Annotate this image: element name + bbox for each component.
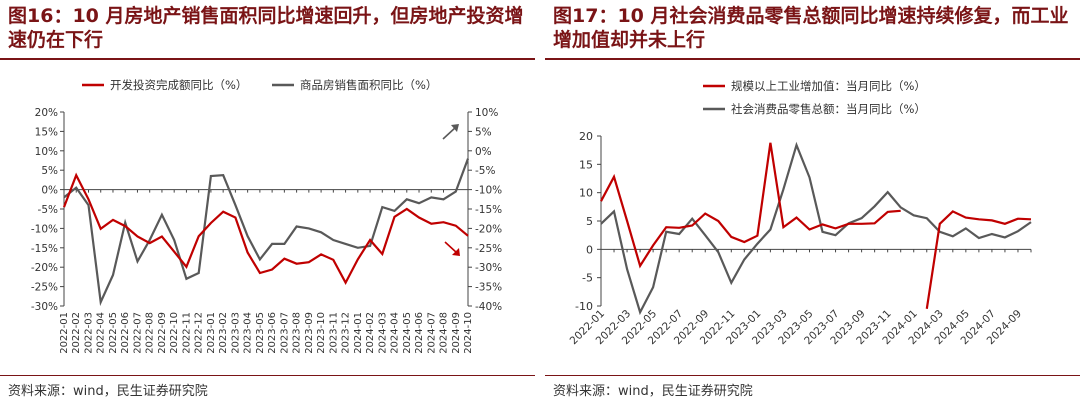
left-y-tick-label: 0% — [41, 185, 58, 197]
x-tick-label: 2022-05 — [108, 312, 119, 354]
right-y-tick-label: -35% — [475, 282, 502, 294]
source-divider — [0, 375, 535, 376]
down-arrow-red-shaft — [444, 241, 458, 254]
x-tick-label: 2024-10 — [463, 312, 474, 354]
x-tick-label: 2023-09 — [304, 312, 315, 354]
down-arrow-red-head — [452, 248, 460, 256]
investment-line — [62, 172, 469, 286]
x-tick-label: 2022-06 — [120, 312, 131, 354]
source-divider — [545, 375, 1080, 376]
sales-area-line — [63, 158, 470, 307]
right-y-tick-label: -25% — [475, 243, 502, 255]
right-y-tick-label: 10% — [475, 107, 498, 119]
up-arrow-gray-head — [451, 124, 459, 132]
right-y-tick-label: -10% — [475, 185, 502, 197]
x-tick-label: 2024-03 — [377, 312, 388, 354]
consumption-industry-chart: 规模以上工业增加值：当月同比（%） 社会消费品零售总额：当月同比（%） 20 15 10… — [568, 79, 1032, 347]
y-tick-label: 10 — [579, 187, 593, 200]
y-tick-label: 20 — [579, 130, 593, 143]
left-y-tick-label: 20% — [35, 107, 58, 119]
right-y-tick-label: 5% — [475, 126, 492, 138]
x-tick-label: 2023-01 — [206, 312, 217, 354]
figure-17-source: 资料来源：wind，民生证券研究院 — [553, 384, 753, 399]
left-figure-panel: 图16：10 月房地产销售面积同比增速回升，但房地产投资增速仍在下行 开发投资完… — [0, 0, 535, 405]
x-tick-label: 2023-12 — [341, 312, 352, 354]
left-y-tick-label: -25% — [31, 282, 58, 294]
y-tick-label: -10 — [575, 300, 593, 313]
x-tick-label: 2023-03 — [230, 312, 241, 354]
x-tick-label: 2023-08 — [292, 312, 303, 354]
x-tick-label: 2024-07 — [426, 312, 437, 354]
right-y-tick-label: -40% — [475, 301, 502, 313]
x-tick-label: 2024-05 — [402, 312, 413, 354]
sales-area-legend-label: 商品房销售面积同比（%） — [300, 78, 437, 92]
x-tick-label: 2024-01 — [353, 312, 364, 354]
x-tick-label: 2022-11 — [181, 312, 192, 354]
x-tick-label: 2024-04 — [390, 312, 401, 354]
left-y-tick-label: 5% — [41, 165, 58, 177]
title-divider — [0, 58, 535, 60]
investment-legend-label: 开发投资完成额同比（%） — [110, 78, 247, 92]
figure-16-title: 图16：10 月房地产销售面积同比增速回升，但房地产投资增速仍在下行 — [8, 5, 524, 51]
x-tick-label: 2023-04 — [243, 312, 254, 354]
y-tick-label: 5 — [586, 215, 593, 228]
title-divider — [545, 58, 1080, 60]
x-tick-label: 2022-10 — [169, 312, 180, 354]
retail-sales-line — [600, 141, 1032, 316]
industrial-output-line — [600, 142, 1032, 309]
right-y-tick-label: -20% — [475, 223, 502, 235]
x-tick-label: 2022-09 — [157, 312, 168, 354]
y-tick-label: -5 — [582, 272, 593, 285]
y-tick-label: 0 — [586, 243, 593, 256]
right-y-tick-label: -30% — [475, 262, 502, 274]
industrial-legend-label: 规模以上工业增加值：当月同比（%） — [731, 79, 926, 93]
x-tick-label: 2023-06 — [267, 312, 278, 354]
up-arrow-gray-shaft — [442, 126, 457, 140]
right-y-tick-label: 0% — [475, 146, 492, 158]
x-tick-label: 2022-08 — [145, 312, 156, 354]
y-tick-label: 15 — [579, 158, 593, 171]
x-tick-label: 2024-02 — [365, 312, 376, 354]
left-y-tick-label: -5% — [38, 204, 58, 216]
left-y-tick-label: 15% — [35, 126, 58, 138]
figure-16-source: 资料来源：wind，民生证券研究院 — [8, 384, 208, 399]
x-tick-label: 2022-01 — [59, 312, 70, 354]
x-tick-label: 2023-07 — [279, 312, 290, 354]
left-y-tick-label: -30% — [31, 301, 58, 313]
left-y-tick-label: 10% — [35, 146, 58, 158]
x-tick-label: 2023-02 — [218, 312, 229, 354]
right-y-tick-label: -5% — [475, 165, 495, 177]
x-tick-label: 2022-03 — [83, 312, 94, 354]
x-tick-label: 2022-07 — [132, 312, 143, 354]
left-y-tick-label: -20% — [31, 262, 58, 274]
right-figure-panel: 图17：10 月社会消费品零售总额同比增速持续修复，而工业增加值却并未上行 规模… — [545, 0, 1080, 405]
x-tick-label: 2022-02 — [71, 312, 82, 354]
retail-sales-legend-label: 社会消费品零售总额：当月同比（%） — [731, 102, 926, 116]
x-tick-label: 2022-04 — [96, 312, 107, 354]
x-tick-label: 2022-12 — [194, 312, 205, 354]
x-tick-label: 2023-05 — [255, 312, 266, 354]
real-estate-chart: 开发投资完成额同比（%） 商品房销售面积同比（%） 20% 15% 10% 5% 0% -5%… — [31, 78, 502, 354]
x-tick-label: 2024-06 — [414, 312, 425, 354]
left-y-tick-label: -15% — [31, 243, 58, 255]
x-tick-label: 2023-10 — [316, 312, 327, 354]
x-tick-label: 2024-09 — [451, 312, 462, 354]
figure-17-title: 图17：10 月社会消费品零售总额同比增速持续修复，而工业增加值却并未上行 — [553, 5, 1069, 51]
right-y-tick-label: -15% — [475, 204, 502, 216]
left-y-tick-label: -10% — [31, 223, 58, 235]
x-tick-label: 2023-11 — [328, 312, 339, 354]
x-tick-label: 2024-08 — [439, 312, 450, 354]
